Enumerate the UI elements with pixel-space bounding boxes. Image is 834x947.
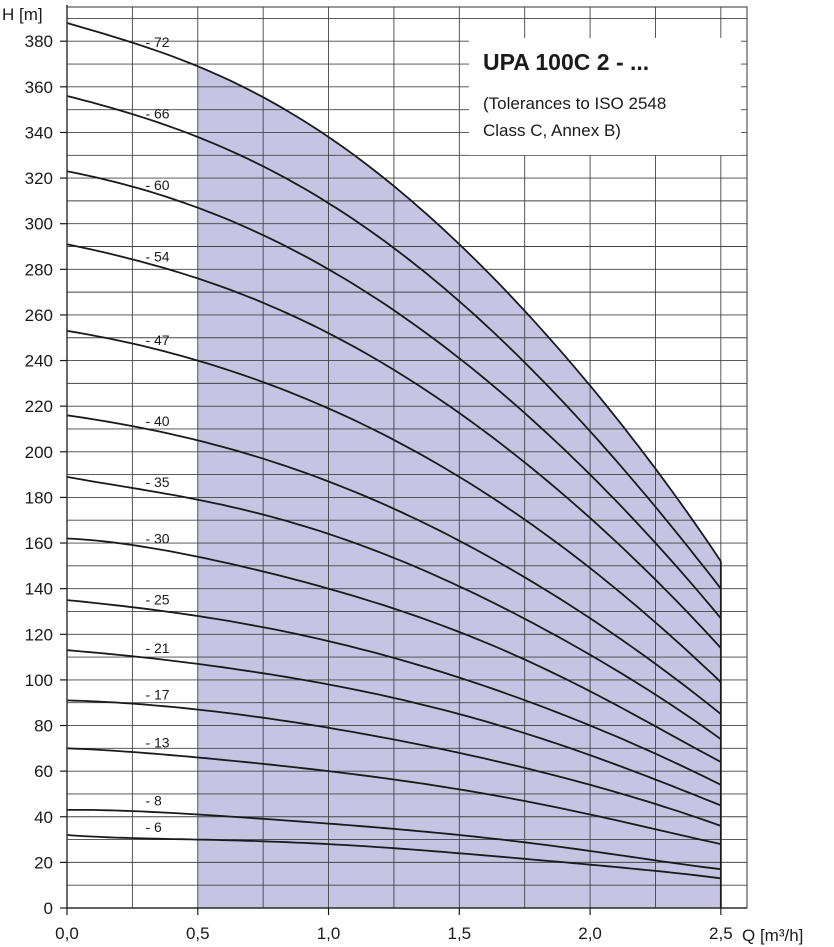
curve-label: - 47 [145,332,169,348]
pump-curves [66,22,722,908]
curve-label: - 40 [145,413,169,429]
chart-title-box: UPA 100C 2 - ... (Tolerances to ISO 2548… [469,38,741,155]
curve-line [66,330,722,683]
chart-title: UPA 100C 2 - ... [483,49,650,75]
curve-line [66,699,722,827]
y-tick-label: 380 [25,32,53,51]
curve-label: - 66 [145,105,169,121]
y-tick-label: 220 [25,397,53,416]
chart-subtitle-line-2: Class C, Annex B) [483,121,621,140]
curve-line [66,476,722,740]
curve-label: - 13 [145,735,169,751]
x-tick-label: 1,5 [447,924,471,943]
plot-frame [66,6,748,909]
x-tick-label: 0,5 [186,924,210,943]
curve-label: - 72 [145,34,169,50]
curve-line [66,170,722,619]
y-tick-label: 120 [25,625,53,644]
y-tick-label: 240 [25,352,53,371]
curve-line [66,747,721,845]
curve-line [66,22,722,562]
curve-label: - 25 [145,592,169,608]
y-tick-label: 340 [25,123,53,142]
curve-label: - 60 [145,177,169,193]
y-tick-label: 360 [25,78,53,97]
curve-label: - 6 [145,819,162,835]
y-tick-label: 320 [25,169,53,188]
curve-line [66,599,722,786]
tick-labels: 0 20 40 60 80 100 120 140 160 180 200 220 240 260 280 3… [25,32,733,943]
curve-label: - 54 [145,249,169,265]
curve-labels: - 72 - 66 - 60 - 54 - 47 - 40 - 35 - 30 - 25 - 21… [145,34,169,835]
y-tick-label: 80 [34,717,53,736]
y-tick-label: 140 [25,580,53,599]
curve-line [66,649,722,807]
y-tick-label: 260 [25,306,53,325]
y-tick-label: 100 [25,671,53,690]
x-tick-label: 1,0 [317,924,341,943]
curve-label: - 30 [145,531,169,547]
axes [66,5,748,909]
curve-line [66,414,722,715]
curve-line [66,537,722,763]
y-tick-label: 20 [34,853,53,872]
y-tick-label: 200 [25,443,53,462]
y-tick-label: 60 [34,762,53,781]
y-tick-label: 180 [25,488,53,507]
y-tick-label: 280 [25,260,53,279]
curve-label: - 35 [145,474,169,490]
curve-line [66,95,722,590]
curve-line [66,243,722,649]
y-tick-label: 300 [25,215,53,234]
curve-label: - 8 [145,793,162,809]
x-tick-label: 0,0 [55,924,79,943]
x-axis-label: Q [m³/h] [742,926,803,945]
curve-line [67,809,721,871]
chart-subtitle-line-1: (Tolerances to ISO 2548 [483,94,667,113]
x-tick-label: 2,5 [709,924,733,943]
curve-label: - 21 [145,640,169,656]
curve-label: - 17 [145,686,169,702]
y-tick-label: 160 [25,534,53,553]
y-tick-label: 40 [34,808,53,827]
y-axis-label: H [m] [2,5,43,24]
curve-line [66,834,721,880]
x-tick-label: 2,0 [578,924,602,943]
y-tick-label: 0 [44,899,53,918]
